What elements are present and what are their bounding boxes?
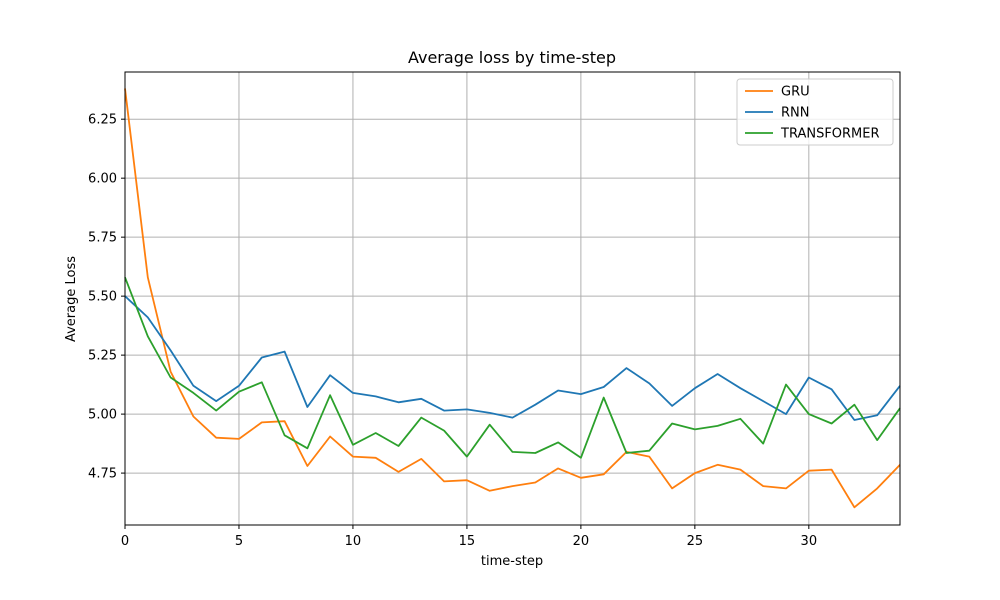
x-tick-label: 25 xyxy=(687,534,704,549)
legend-label-transformer: TRANSFORMER xyxy=(780,127,880,142)
y-tick-label: 5.75 xyxy=(88,231,117,246)
x-tick-label: 5 xyxy=(235,534,243,549)
series-line-rnn xyxy=(124,295,901,421)
y-tick-label: 4.75 xyxy=(88,467,117,482)
legend-label-rnn: RNN xyxy=(781,106,809,121)
x-axis-title: time-step xyxy=(481,554,543,569)
x-tick-label: 20 xyxy=(573,534,590,549)
plot-background xyxy=(125,72,900,525)
y-tick-label: 5.00 xyxy=(88,408,117,423)
series-lines xyxy=(124,88,901,509)
x-tick-label: 30 xyxy=(801,534,818,549)
legend-box xyxy=(736,78,894,146)
legend-label-gru: GRU xyxy=(781,85,810,100)
x-tick-label: 10 xyxy=(345,534,362,549)
grid xyxy=(124,72,900,525)
series-line-gru xyxy=(124,88,901,509)
y-tick-label: 6.25 xyxy=(88,113,117,128)
x-tick-label: 15 xyxy=(459,534,476,549)
plot-frame xyxy=(124,71,901,526)
axis-ticks: 0 5 10 15 20 25 30 4.75 5.00 5.25 5.50 5.75 6.00 6.25 xyxy=(88,113,817,549)
y-tick-label: 5.25 xyxy=(88,349,117,364)
legend: GRU RNN TRANSFORMER xyxy=(736,78,894,146)
y-tick-label: 6.00 xyxy=(88,172,117,187)
y-tick-label: 5.50 xyxy=(88,290,117,305)
y-axis-title: Average Loss xyxy=(64,256,79,342)
series-line-transformer xyxy=(124,276,901,459)
chart-title: Average loss by time-step xyxy=(408,48,616,67)
x-tick-label: 0 xyxy=(121,534,129,549)
